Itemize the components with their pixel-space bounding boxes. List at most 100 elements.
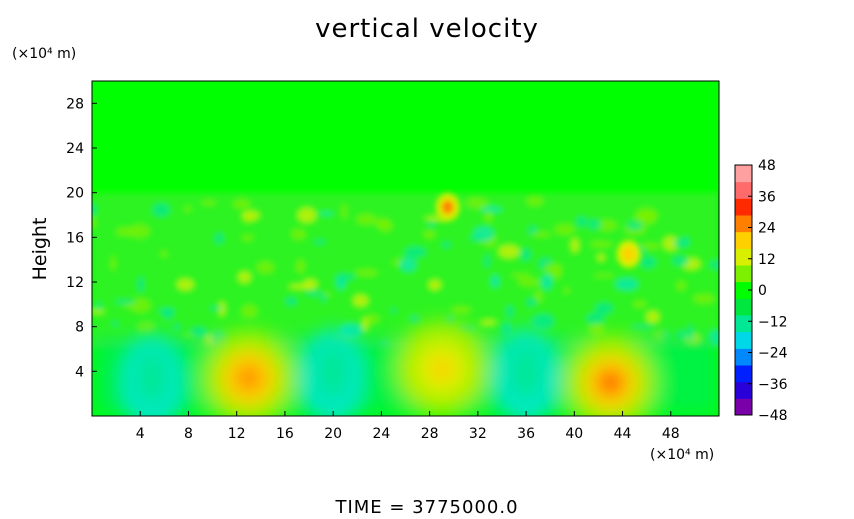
turbulence-cell [92, 215, 97, 229]
turbulence-cell [319, 211, 334, 216]
turbulence-cell [671, 255, 689, 267]
colorbar-tick-label: 12 [758, 252, 776, 268]
colorbar-swatch [735, 298, 752, 316]
turbulence-cell [498, 244, 520, 259]
turbulence-cell [520, 248, 532, 262]
turbulence-cell [237, 271, 252, 284]
turbulence-cell [341, 203, 348, 220]
x-tick-label: 32 [469, 426, 487, 442]
colorbar-swatch [735, 231, 752, 249]
turbulence-cell [313, 239, 327, 245]
upper-cells [435, 193, 641, 269]
x-tick-label: 20 [324, 426, 342, 442]
turbulence-cell [240, 304, 258, 318]
turbulence-cell [468, 235, 491, 242]
turbulence-cell [355, 213, 377, 226]
turbulence-cell [129, 297, 152, 314]
updraft-cell [393, 321, 490, 416]
turbulence-cell [428, 279, 442, 291]
turbulence-cell [540, 274, 553, 290]
turbulent-layer [92, 192, 719, 349]
turbulence-cell [127, 223, 151, 239]
turbulence-cell [594, 302, 614, 315]
colorbar-swatch [735, 248, 752, 266]
turbulence-cell [232, 198, 252, 210]
turbulence-cell [362, 317, 369, 333]
colorbar-swatch [735, 281, 752, 299]
turbulence-cell [692, 293, 716, 305]
colorbar-swatch [735, 381, 752, 399]
velocity-field [92, 81, 719, 416]
colorbar-swatch [735, 165, 752, 183]
turbulence-cell [297, 207, 317, 224]
turbulence-cell [517, 277, 541, 287]
turbulence-cell [673, 238, 687, 248]
turbulence-cell [404, 246, 427, 259]
colorbar-swatch [735, 215, 752, 233]
y-tick-label: 24 [66, 141, 84, 157]
turbulence-cell [200, 199, 217, 206]
x-tick-label: 4 [136, 426, 145, 442]
colorbar-swatch [735, 265, 752, 283]
colorbar-swatch [735, 198, 752, 216]
turbulence-cell [480, 206, 503, 213]
x-tick-label: 16 [276, 426, 294, 442]
turbulence-cell [709, 259, 719, 270]
turbulence-cell [352, 294, 369, 307]
turbulence-cell [110, 255, 117, 272]
turbulence-cell [241, 210, 260, 221]
turbulence-cell [114, 299, 136, 305]
x-tick-label: 12 [228, 426, 246, 442]
turbulence-cell [464, 197, 489, 210]
turbulence-cell [630, 324, 654, 329]
y-axis-unit: (×10⁴ m) [12, 46, 77, 62]
turbulence-cell [182, 333, 196, 339]
turbulence-cell [450, 305, 472, 314]
y-tick-label: 8 [75, 320, 84, 336]
turbulence-cell [553, 223, 576, 236]
turbulence-cell [256, 260, 275, 275]
turbulence-cell [426, 222, 437, 227]
turbulence-cell [645, 310, 660, 324]
downdraft-cell [299, 328, 368, 416]
turbulence-cell [525, 297, 538, 307]
turbulence-cell [305, 290, 323, 297]
plot-frame [91, 80, 720, 417]
turbulence-cell [423, 229, 436, 240]
x-tick-label: 36 [517, 426, 535, 442]
colorbar-swatch [735, 365, 752, 383]
colorbar-tick-label: −36 [758, 377, 788, 393]
turbulence-cell [183, 205, 192, 213]
colorbar-swatch [735, 181, 752, 199]
updraft-cell [616, 240, 641, 269]
turbulence-cell [151, 202, 171, 218]
turbulence-cell [531, 313, 555, 329]
updraft-cell [200, 330, 297, 416]
turbulence-cell [510, 272, 532, 279]
updraft-cell [562, 334, 659, 416]
colorbar-swatch [735, 331, 752, 349]
turbulence-cell [634, 211, 658, 225]
y-tick-label: 20 [66, 186, 84, 202]
downdraft-cell [118, 334, 187, 416]
y-tick-label: 16 [66, 230, 84, 246]
colorbar-tick-label: 24 [758, 221, 776, 237]
turbulence-cell [295, 258, 306, 274]
turbulence-cell [525, 195, 544, 207]
downdraft-cell [492, 328, 561, 416]
turbulence-cell [530, 231, 552, 238]
y-tick-label: 28 [66, 96, 84, 112]
turbulence-cell [241, 234, 255, 242]
turbulence-cell [589, 240, 613, 249]
turbulence-cell [587, 218, 602, 230]
turbulence-cell [176, 278, 195, 291]
turbulence-cell [354, 268, 379, 277]
turbulence-cell [302, 278, 318, 290]
turbulence-cell [160, 250, 168, 258]
turbulence-cell [593, 273, 615, 278]
turbulence-cell [490, 274, 500, 288]
turbulence-cell [639, 255, 657, 269]
x-tick-label: 28 [421, 426, 439, 442]
turbulence-cell [639, 242, 661, 250]
